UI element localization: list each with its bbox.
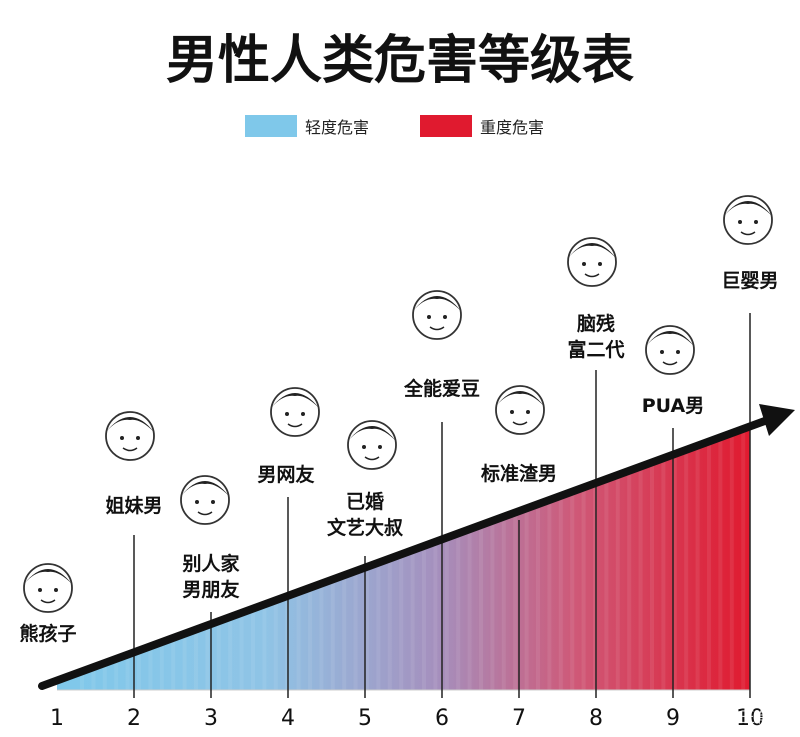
character-eye-icon xyxy=(120,436,124,440)
character-eye-icon xyxy=(582,262,586,266)
tick-label: 4 xyxy=(281,706,295,731)
tick-label: 5 xyxy=(358,706,372,731)
character-mouth-icon xyxy=(364,456,380,461)
category-label: 脑残 xyxy=(576,312,615,335)
character-eye-icon xyxy=(38,588,42,592)
character-face-icon xyxy=(412,290,462,340)
character-eye-icon xyxy=(195,500,199,504)
character-eye-icon xyxy=(427,315,431,319)
character-mouth-icon xyxy=(287,423,303,428)
character-eye-icon xyxy=(211,500,215,504)
category-label: 姐妹男 xyxy=(105,494,162,517)
character-hair-icon xyxy=(646,331,694,346)
character-mouth-icon xyxy=(662,361,678,366)
character-mouth-icon xyxy=(40,599,56,604)
character-mouth-icon xyxy=(122,447,138,452)
character-eye-icon xyxy=(660,350,664,354)
character-mouth-icon xyxy=(740,231,756,236)
character-face-icon xyxy=(723,195,773,245)
legend-label-heavy: 重度危害 xyxy=(480,118,544,137)
category-label: 巨婴男 xyxy=(721,270,778,292)
category-label: 男网友 xyxy=(257,463,314,486)
tick-label: 2 xyxy=(127,706,141,731)
character-hair-icon xyxy=(413,296,461,311)
tick-label: 7 xyxy=(512,706,526,731)
character-face-icon xyxy=(567,237,617,287)
character-hair-icon xyxy=(181,481,229,496)
tick-label: 9 xyxy=(666,706,680,731)
watermark: 雪球：王有龙 xyxy=(695,708,785,726)
character-eye-icon xyxy=(526,410,530,414)
character-mouth-icon xyxy=(512,421,528,426)
category-label: 标准渣男 xyxy=(481,462,557,485)
character-eye-icon xyxy=(754,220,758,224)
category-label: PUA男 xyxy=(642,395,704,417)
category-label: 富二代 xyxy=(567,338,624,361)
character-eye-icon xyxy=(285,412,289,416)
character-eye-icon xyxy=(738,220,742,224)
character-face-icon xyxy=(105,411,155,461)
character-eye-icon xyxy=(362,445,366,449)
character-mouth-icon xyxy=(429,326,445,331)
character-hair-icon xyxy=(271,393,319,408)
character-face-icon xyxy=(23,563,73,613)
category-label: 已婚 xyxy=(346,490,384,513)
category-label: 全能爱豆 xyxy=(403,377,480,400)
character-hair-icon xyxy=(496,391,544,406)
tick-label: 1 xyxy=(50,706,64,731)
character-eye-icon xyxy=(676,350,680,354)
legend-label-light: 轻度危害 xyxy=(305,118,369,137)
character-eye-icon xyxy=(301,412,305,416)
character-eye-icon xyxy=(136,436,140,440)
character-hair-icon xyxy=(724,201,772,216)
character-eye-icon xyxy=(378,445,382,449)
character-eye-icon xyxy=(598,262,602,266)
character-face-icon xyxy=(180,475,230,525)
character-face-icon xyxy=(270,387,320,437)
trend-arrow-head xyxy=(759,404,795,436)
character-face-icon xyxy=(347,420,397,470)
category-label: 男朋友 xyxy=(182,578,239,601)
character-eye-icon xyxy=(443,315,447,319)
legend: 轻度危害 重度危害 xyxy=(245,115,544,137)
legend-swatch-light xyxy=(245,115,297,137)
character-eye-icon xyxy=(54,588,58,592)
tick-label: 8 xyxy=(589,706,603,731)
character-hair-icon xyxy=(106,417,154,432)
character-eye-icon xyxy=(510,410,514,414)
tick-label: 3 xyxy=(204,706,218,731)
character-mouth-icon xyxy=(584,273,600,278)
category-label: 文艺大叔 xyxy=(327,516,404,539)
tick-label: 6 xyxy=(435,706,449,731)
character-face-icon xyxy=(495,385,545,435)
category-label: 别人家 xyxy=(181,552,240,575)
character-hair-icon xyxy=(348,426,396,441)
chart-title: 男性人类危害等级表 xyxy=(166,31,634,91)
trend-arrow-line xyxy=(38,414,777,690)
tick-label: 10 xyxy=(736,706,764,731)
category-label: 熊孩子 xyxy=(19,622,76,645)
character-mouth-icon xyxy=(197,511,213,516)
character-hair-icon xyxy=(568,243,616,258)
legend-swatch-heavy xyxy=(420,115,472,137)
character-face-icon xyxy=(645,325,695,375)
character-hair-icon xyxy=(24,569,72,584)
